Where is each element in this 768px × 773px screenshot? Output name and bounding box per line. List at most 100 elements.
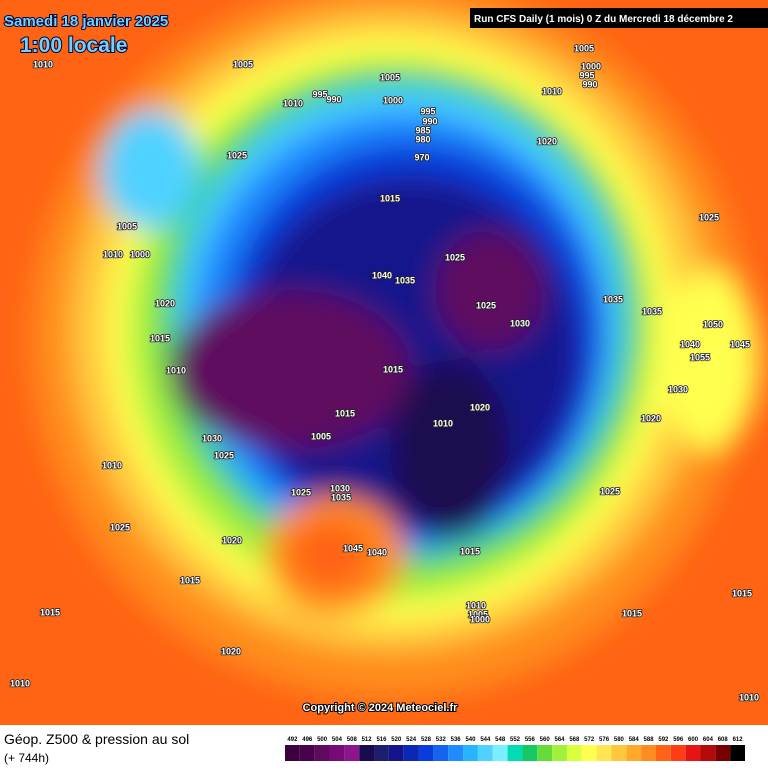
isobar-label: 1020: [222, 535, 242, 545]
isobar-label: 1055: [690, 352, 710, 362]
isobar-label: 1025: [699, 212, 719, 222]
colorbar-label: 504: [332, 737, 343, 743]
isobar-label: 1015: [380, 193, 400, 203]
colorbar-label: 608: [718, 737, 729, 743]
colorbar-cell: [641, 745, 656, 761]
colorbar-label: 496: [302, 737, 313, 743]
colorbar-cell: [655, 745, 671, 761]
colorbar-label: 612: [733, 737, 744, 743]
colorbar-label: 532: [436, 737, 447, 743]
colorbar-label: 576: [599, 737, 610, 743]
colorbar-label: 600: [688, 737, 699, 743]
colorbar-label: 536: [451, 737, 462, 743]
colorbar-label: 604: [703, 737, 714, 743]
isobar-label: 1010: [542, 86, 562, 96]
colorbar-label: 580: [614, 737, 625, 743]
isobar-label: 1005: [311, 431, 331, 441]
colorbar-cell: [314, 745, 330, 761]
colorbar-cell: [463, 745, 478, 761]
colorbar-cell: [388, 745, 404, 761]
isobar-label: 1045: [730, 339, 750, 349]
colorbar-cell: [433, 745, 449, 761]
colorbar-cell: [670, 745, 686, 761]
isobar-label: 1015: [460, 546, 480, 556]
colorbar-label: 520: [391, 737, 402, 743]
colorbar-cell: [507, 745, 523, 761]
isobar-label: 1025: [445, 252, 465, 262]
isobar-label: 1020: [641, 413, 661, 423]
colorbar-cell: [448, 745, 464, 761]
copyright: Copyright © 2024 Meteociel.fr: [303, 702, 459, 714]
colorbar-label: 568: [569, 737, 580, 743]
isobar-label: 1000: [130, 249, 150, 259]
isobar-labels: 1010 100510109959901005100099599098598097…: [9, 43, 760, 704]
isobar-label: 1030: [330, 483, 350, 493]
isobar-label: 1035: [331, 492, 351, 502]
isobar-label: 1010: [739, 692, 759, 702]
isobar-label: 1050: [703, 319, 723, 329]
isobar-label: 1010: [10, 678, 30, 688]
colorbar-label: 556: [525, 737, 536, 743]
colorbar-cell: [715, 745, 731, 761]
colorbar-label: 524: [406, 737, 417, 743]
isobar-label: 1030: [510, 318, 530, 328]
colorbar-label: 508: [347, 737, 358, 743]
isobar-label: 1015: [335, 408, 355, 418]
colorbar-cell: [299, 745, 315, 761]
colorbar-cell: [418, 745, 434, 761]
isobar-label: 1030: [202, 433, 222, 443]
colorbar-label: 564: [555, 737, 566, 743]
isobar-label: 1010: [33, 59, 53, 69]
isobar-label: 1035: [603, 294, 623, 304]
legend-title: Géop. Z500 & pression au sol: [4, 731, 189, 747]
colorbar-label: 548: [495, 737, 506, 743]
isobar-label: 1005: [117, 221, 137, 231]
colorbar-cell: [730, 745, 745, 761]
isobar-label: 1010: [166, 365, 186, 375]
isobar-label: 1035: [395, 275, 415, 285]
colorbar-cell: [685, 745, 701, 761]
colorbar-cell: [522, 745, 538, 761]
isobar-label: 1040: [680, 339, 700, 349]
isobar-label: 1020: [537, 136, 557, 146]
isobar-label: 980: [415, 134, 430, 144]
colorbar-label: 592: [658, 737, 669, 743]
colorbar-label: 572: [584, 737, 595, 743]
isobar-label: 1000: [383, 95, 403, 105]
isobar-label: 995: [579, 70, 594, 80]
colorbar-label: 500: [317, 737, 328, 743]
isobar-label: 1040: [367, 547, 387, 557]
colorbar-cell: [477, 745, 493, 761]
isobar-label: 1035: [642, 306, 662, 316]
isobar-label: 1025: [476, 300, 496, 310]
isobar-label: 995: [312, 89, 327, 99]
colorbar-cell: [344, 745, 360, 761]
isobar-label: 1020: [155, 298, 175, 308]
colorbar-cell: [611, 745, 627, 761]
colorbar-cell: [552, 745, 567, 761]
isobar-label: 1020: [221, 646, 241, 656]
colorbar-cell: [329, 745, 345, 761]
colorbar-label: 540: [465, 737, 476, 743]
colorbar-label: 544: [480, 737, 491, 743]
run-info: Run CFS Daily (1 mois) 0 Z du Mercredi 1…: [474, 14, 733, 25]
isobar-label: 1025: [600, 486, 620, 496]
colorbar-label: 492: [287, 737, 298, 743]
isobar-label: 1010: [103, 249, 123, 259]
colorbar-cell: [359, 745, 375, 761]
isobar-label: 995: [420, 106, 435, 116]
isobar-label: 1015: [383, 364, 403, 374]
isobar-label: 1025: [110, 522, 130, 532]
colorbar-label: 512: [362, 737, 373, 743]
isobar-label: 1040: [372, 270, 392, 280]
colorbar-label: 560: [540, 737, 551, 743]
colorbar-label: 584: [629, 737, 640, 743]
isobar-label: 1010: [433, 418, 453, 428]
local-time: 1:00 locale: [20, 34, 127, 57]
isobar-label: 1000: [470, 614, 490, 624]
colorbar-label: 552: [510, 737, 521, 743]
isobar-label: 1000: [581, 61, 601, 71]
colorbar-label: 528: [421, 737, 432, 743]
isobar-label: 970: [414, 152, 429, 162]
colorbar-cell: [492, 745, 508, 761]
